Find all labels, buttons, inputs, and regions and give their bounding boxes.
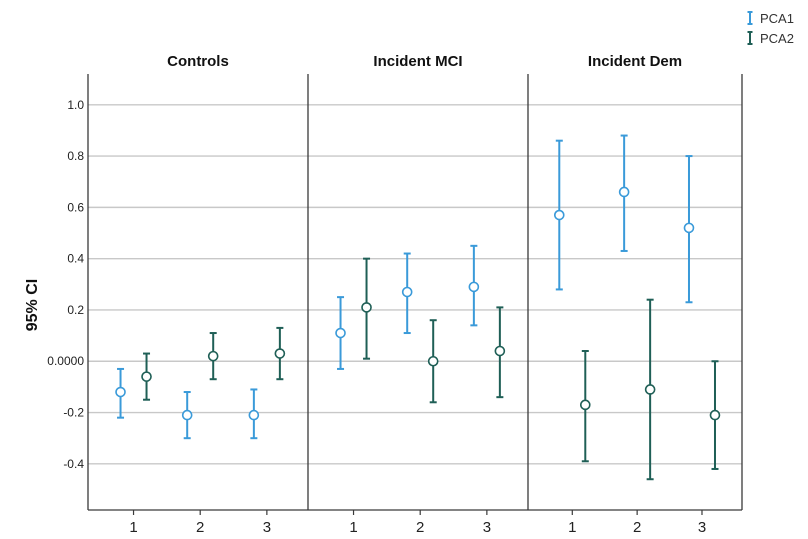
legend-swatch-pca2 bbox=[747, 31, 753, 45]
error-bar-pca2 bbox=[494, 306, 506, 399]
mean-marker bbox=[335, 327, 346, 339]
legend-label-pca1: PCA1 bbox=[760, 11, 794, 26]
mean-marker bbox=[644, 384, 656, 395]
mean-marker bbox=[618, 186, 630, 198]
panel-incident-dem: Incident Dem 1 2 3 bbox=[527, 53, 743, 536]
y-tick-label: -0.2 bbox=[63, 406, 84, 420]
mean-marker bbox=[181, 409, 193, 421]
error-bar-pca1 bbox=[335, 296, 346, 370]
error-bar-pca2 bbox=[141, 352, 152, 401]
y-tick-label: 0.6 bbox=[67, 200, 84, 214]
mean-marker bbox=[468, 281, 480, 293]
mean-marker bbox=[115, 386, 126, 398]
error-bar-pca1 bbox=[401, 252, 413, 335]
panel-controls: Controls 1 2 3 bbox=[87, 53, 308, 536]
mean-marker bbox=[141, 371, 152, 382]
panel-title: Incident Dem bbox=[588, 53, 682, 70]
error-bar-pca2 bbox=[361, 257, 372, 360]
error-bar-pca1 bbox=[618, 134, 630, 252]
error-bar-pca1 bbox=[248, 388, 260, 440]
error-bar-pca1 bbox=[683, 155, 695, 304]
mean-marker bbox=[207, 350, 219, 362]
x-tick-label: 3 bbox=[698, 519, 706, 536]
mean-marker bbox=[494, 345, 506, 357]
y-tick-label: 0.8 bbox=[67, 149, 84, 163]
error-bar-pca1 bbox=[468, 244, 480, 327]
panel-incident-mci: Incident MCI 1 2 3 bbox=[307, 53, 528, 536]
legend-label-pca2: PCA2 bbox=[760, 31, 794, 46]
error-bar-pca1 bbox=[553, 139, 565, 291]
error-bar-pca2 bbox=[644, 298, 656, 481]
plot-area: 1.0 0.8 0.6 0.4 0.2 0.0000 -0.2 -0.4 Controls 1 2 3… bbox=[47, 53, 743, 536]
error-bar-pca1 bbox=[181, 391, 193, 440]
y-axis-label: 95% CI bbox=[24, 279, 41, 331]
mean-marker bbox=[248, 409, 260, 421]
error-bar-pca2 bbox=[579, 349, 591, 463]
x-tick-label: 2 bbox=[416, 519, 424, 536]
mean-marker bbox=[709, 409, 721, 421]
mean-marker bbox=[683, 222, 695, 234]
mean-marker bbox=[553, 209, 565, 221]
legend: PCA1 PCA2 bbox=[747, 11, 794, 46]
x-tick-label: 3 bbox=[263, 519, 271, 536]
y-tick-label: 0.2 bbox=[67, 303, 84, 317]
mean-marker bbox=[274, 348, 286, 359]
y-tick-label: 0.4 bbox=[67, 252, 84, 266]
x-tick-label: 2 bbox=[196, 519, 204, 536]
error-bar-pca2 bbox=[427, 319, 439, 404]
legend-item-pca1: PCA1 bbox=[747, 11, 794, 26]
error-bar-pca2 bbox=[274, 326, 286, 381]
panel-title: Controls bbox=[167, 53, 229, 70]
x-tick-label: 1 bbox=[568, 519, 576, 536]
legend-item-pca2: PCA2 bbox=[747, 31, 794, 46]
x-tick-label: 1 bbox=[349, 519, 357, 536]
panel-title: Incident MCI bbox=[373, 53, 462, 70]
y-tick-label: 1.0 bbox=[67, 98, 84, 112]
mean-marker bbox=[401, 286, 413, 298]
y-tick-label: 0.0000 bbox=[47, 354, 84, 368]
x-tick-label: 2 bbox=[633, 519, 641, 536]
mean-marker bbox=[579, 399, 591, 411]
error-bar-pca1 bbox=[115, 367, 126, 419]
mean-marker bbox=[427, 355, 439, 367]
legend-swatch-pca1 bbox=[747, 11, 753, 25]
mean-marker bbox=[361, 302, 372, 313]
x-tick-label: 3 bbox=[483, 519, 491, 536]
error-bar-pca2 bbox=[207, 332, 219, 381]
y-tick-label: -0.4 bbox=[63, 457, 84, 471]
error-bar-pca2 bbox=[709, 360, 721, 470]
x-tick-label: 1 bbox=[129, 519, 137, 536]
